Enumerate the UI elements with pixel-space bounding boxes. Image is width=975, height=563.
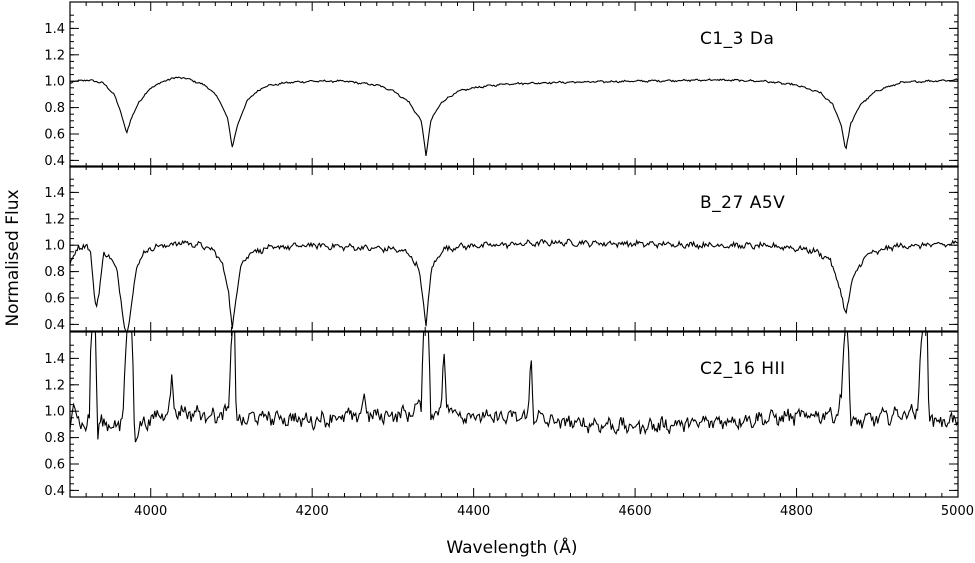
panel-label-2: B_27 A5V <box>700 193 785 213</box>
panel-3: 0.4 0.6 0.8 1.0 1.2 1.4 C2_16 HII <box>44 331 959 499</box>
y-tick-label: 0.4 <box>44 484 65 499</box>
x-tick-label: 5000 <box>941 504 974 519</box>
y-tick-label: 0.6 <box>44 458 65 473</box>
panel-label-1: C1_3 Da <box>700 29 774 49</box>
y-tick-label: 1.4 <box>44 352 65 367</box>
y-tick-label: 1.2 <box>44 48 65 63</box>
y-tick-label: 0.4 <box>44 318 65 333</box>
x-axis-label: Wavelength (Å) <box>446 536 577 558</box>
y-tick-label: 0.4 <box>44 154 65 169</box>
x-tick-label: 4200 <box>296 504 329 519</box>
panel-1: 0.4 0.6 0.8 1.0 1.2 1.4 C1_3 Da <box>44 1 959 169</box>
y-tick-label: 0.6 <box>44 292 65 307</box>
x-axis: 4000 4200 4400 4600 4800 5000 <box>134 504 974 519</box>
panel-frame-1 <box>69 1 959 168</box>
x-tick-label: 4600 <box>619 504 652 519</box>
y-tick-label: 0.8 <box>44 431 65 446</box>
y-tick-label: 0.8 <box>44 265 65 280</box>
spectrum-line-3 <box>70 332 958 443</box>
y-tick-label: 1.4 <box>44 186 65 201</box>
y-tick-label: 1.2 <box>44 212 65 227</box>
panel-frame-2 <box>69 165 959 332</box>
panel-label-3: C2_16 HII <box>700 359 786 379</box>
y-tick-label: 1.4 <box>44 22 65 37</box>
chart-panels: 0.4 0.6 0.8 1.0 1.2 1.4 C1_3 Da 0.4 0.6 0.8 1.0 1.2… <box>44 1 959 499</box>
spectrum-line-1 <box>70 76 958 156</box>
y-tick-label: 1.0 <box>44 239 65 254</box>
y-tick-label: 1.0 <box>44 405 65 420</box>
panel-frame-3 <box>69 331 959 498</box>
y-tick-label: 0.8 <box>44 101 65 116</box>
panel-2: 0.4 0.6 0.8 1.0 1.2 1.4 B_27 A5V <box>44 165 959 333</box>
y-tick-label: 1.0 <box>44 75 65 90</box>
y-tick-label: 1.2 <box>44 378 65 393</box>
x-tick-label: 4400 <box>457 504 490 519</box>
spectrum-line-2 <box>70 238 958 331</box>
y-tick-label: 0.6 <box>44 128 65 143</box>
x-tick-label: 4800 <box>780 504 813 519</box>
x-tick-label: 4000 <box>134 504 167 519</box>
y-axis-label: Normalised Flux <box>3 189 23 326</box>
